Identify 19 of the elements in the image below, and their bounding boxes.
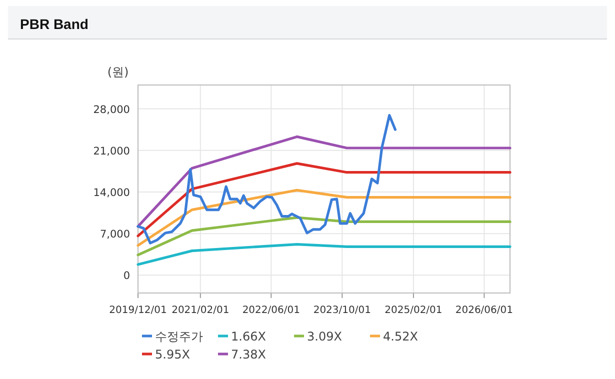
y-tick-label: 21,000 <box>93 145 130 158</box>
x-tick-label: 2022/06/01 <box>242 305 300 316</box>
legend-label: 3.09X <box>307 330 342 344</box>
y-tick-label: 28,000 <box>93 104 130 116</box>
x-tick-label: 2023/10/01 <box>313 305 371 316</box>
legend-label: 4.52X <box>383 330 418 344</box>
legend-label: 7.38X <box>231 348 266 362</box>
legend-label: 5.95X <box>155 348 190 362</box>
y-axis-title: (원) <box>107 65 129 79</box>
x-tick-label: 2025/02/01 <box>384 305 442 316</box>
chart-title: PBR Band <box>20 16 88 32</box>
y-tick-label: 0 <box>123 270 130 282</box>
x-tick-label: 2021/02/01 <box>172 305 230 316</box>
legend-label: 1.66X <box>231 330 266 344</box>
legend-label: 수정주가 <box>155 330 203 344</box>
y-tick-label: 14,000 <box>93 186 130 199</box>
x-tick-label: 2026/06/01 <box>455 305 514 316</box>
x-tick-label: 2019/12/01 <box>109 305 167 316</box>
y-tick-label: 7,000 <box>100 228 130 241</box>
